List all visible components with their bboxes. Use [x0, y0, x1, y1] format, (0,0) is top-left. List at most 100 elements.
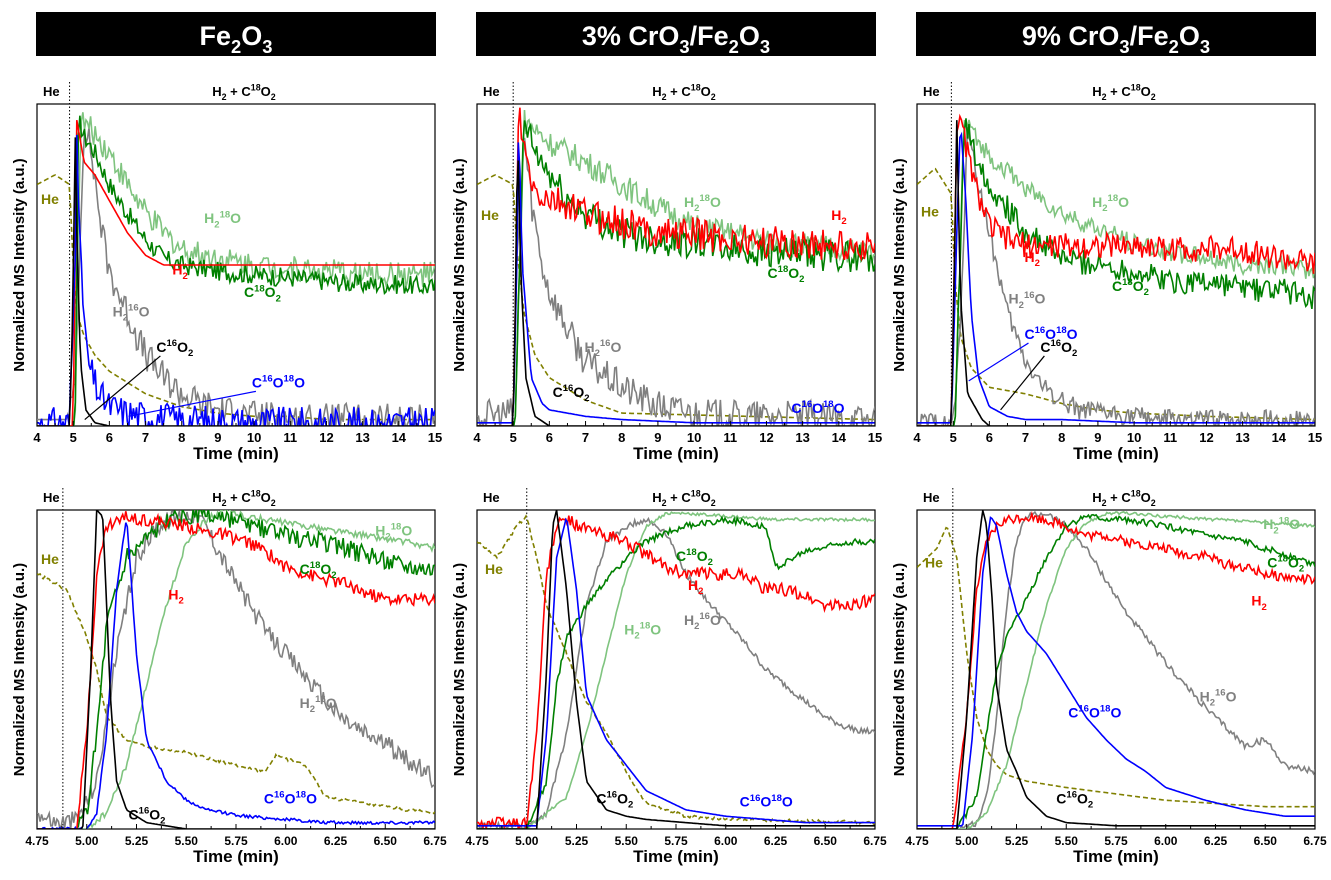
series-line-c18o2: [917, 118, 1315, 426]
title-banner: [36, 12, 436, 56]
x-tick-label: 6: [986, 430, 993, 445]
x-tick-label: 9: [654, 430, 661, 445]
region-label-feed: H2 + C18O2: [652, 83, 715, 102]
series-label-c16o18o: C16O18O: [1024, 325, 1077, 342]
region-label-he: He: [923, 84, 940, 99]
x-tick-label: 5: [70, 430, 77, 445]
series-line-h2-16o: [477, 137, 875, 426]
series-label-c16o18o: C16O18O: [740, 793, 793, 810]
series-label-c16o2: C16O2: [596, 790, 633, 811]
series-line-h2-16o: [37, 510, 435, 829]
series-line-he: [37, 572, 435, 815]
series-label-c16o18o: C16O18O: [1068, 703, 1121, 720]
x-tick-label: 15: [428, 430, 442, 445]
series-line-h2-18o: [37, 112, 435, 426]
series-label-c16o18o: C16O18O: [252, 373, 305, 390]
series-label-c16o18o: C16O18O: [264, 790, 317, 807]
column-title-3: 9% CrO3/Fe2O3: [916, 12, 1316, 57]
x-tick-label: 13: [355, 430, 369, 445]
series-label-c18o2: C18O2: [768, 264, 805, 285]
series-label-h2: H2: [168, 586, 183, 606]
series-label-h2-16o: H216O: [1200, 688, 1237, 709]
title-banner: [476, 12, 876, 56]
panel-bottom-right: He H2 + C18O2 4.75 5.00 5.25 5.50 5.75 6.00 6.25…: [891, 488, 1327, 866]
plot-area: [477, 510, 875, 829]
x-tick-label: 6.25: [764, 834, 788, 848]
x-tick-label: 13: [795, 430, 809, 445]
series-line-h2-18o: [917, 119, 1315, 426]
series-label-c16o18o: C16O18O: [791, 399, 844, 416]
series-line-he: [477, 174, 875, 421]
column-title-text: Fe2O3: [200, 21, 273, 57]
series-line-h2: [477, 515, 875, 829]
region-label-he: He: [43, 490, 60, 505]
x-tick-label: 7: [1022, 430, 1029, 445]
series-label-h2: H2: [172, 262, 187, 282]
region-label-he: He: [923, 490, 940, 505]
x-axis-label: Time (min): [633, 444, 719, 463]
x-tick-label: 6.50: [1254, 834, 1278, 848]
x-axis-label: Time (min): [193, 847, 279, 866]
series-label-c18o2: C18O2: [244, 283, 281, 304]
x-tick-label: 5.75: [224, 834, 248, 848]
x-tick-label: 9: [1094, 430, 1101, 445]
region-label-he: He: [483, 490, 500, 505]
series-line-c16o2: [37, 510, 435, 829]
series-label-c16o2: C16O2: [1040, 338, 1077, 359]
series-line-c16o2: [37, 137, 435, 426]
plot-area: [917, 113, 1315, 426]
series-line-c16o18o: [917, 516, 1315, 827]
series-label-he: He: [921, 204, 939, 220]
x-axis-label: Time (min): [633, 847, 719, 866]
series-line-h2-18o: [477, 511, 875, 829]
series-label-he: He: [41, 191, 59, 207]
panel-top-left: He H2 + C18O2 4 5 6 7 8 9 10 11 12 13 14 15 Time (min)…: [11, 82, 442, 463]
region-label-feed: H2 + C18O2: [212, 489, 275, 508]
x-tick-label: 6.50: [374, 834, 398, 848]
x-tick-label: 8: [618, 430, 625, 445]
column-title-1: Fe2O3: [36, 12, 436, 57]
series-label-h2: H2: [831, 207, 846, 227]
series-line-c16o18o: [477, 517, 875, 827]
series-line-c16o2: [477, 510, 875, 829]
column-title-2: 3% CrO3/Fe2O3: [476, 12, 876, 57]
x-tick-label: 4: [913, 430, 921, 445]
panel-bottom-middle: He H2 + C18O2 4.75 5.00 5.25 5.50 5.75 6.00 6.25…: [451, 488, 887, 866]
series-label-h2-18o: H218O: [1263, 515, 1300, 536]
plot-area: [917, 510, 1315, 829]
series-label-he: He: [41, 551, 59, 567]
series-label-c16o2: C16O2: [129, 806, 166, 827]
x-tick-label: 6.75: [863, 834, 887, 848]
x-axis-label: Time (min): [193, 444, 279, 463]
x-tick-label: 6: [546, 430, 553, 445]
x-tick-label: 11: [723, 430, 737, 445]
series-line-h2: [917, 510, 1315, 829]
series-line-c16o2: [917, 120, 1315, 426]
series-label-c18o2: C18O2: [1267, 554, 1304, 575]
x-tick-label: 4: [33, 430, 41, 445]
series-label-h2: H2: [1024, 249, 1039, 269]
series-line-h2-18o: [37, 510, 435, 829]
x-tick-label: 15: [868, 430, 882, 445]
label-leader-line: [128, 390, 257, 417]
region-label-feed: H2 + C18O2: [1092, 83, 1155, 102]
region-label-feed: H2 + C18O2: [212, 83, 275, 102]
plot-area: [477, 107, 875, 426]
x-tick-label: 6.75: [1303, 834, 1327, 848]
y-axis-label: Normalized MS Intensity (a.u.): [891, 158, 908, 371]
series-label-c16o2: C16O2: [1056, 790, 1093, 811]
panel-bottom-left: He H2 + C18O2 4.75 5.00 5.25 5.50 5.75 6.00 6.25…: [11, 488, 447, 866]
x-tick-label: 6.25: [324, 834, 348, 848]
label-leader-line: [968, 342, 1029, 382]
series-line-c18o2: [37, 510, 435, 829]
x-tick-label: 13: [1235, 430, 1249, 445]
column-title-text: 3% CrO3/Fe2O3: [582, 21, 770, 57]
x-tick-label: 5.50: [175, 834, 199, 848]
series-line-c16o18o: [477, 142, 875, 424]
x-tick-label: 6.00: [714, 834, 738, 848]
panel-top-right: He H2 + C18O2 4 5 6 7 8 9 10 11 12 13 14 15 Time (min)…: [891, 82, 1322, 463]
x-tick-label: 7: [142, 430, 149, 445]
x-tick-label: 12: [1199, 430, 1213, 445]
label-leader-line: [1000, 355, 1045, 411]
x-tick-label: 6.00: [274, 834, 298, 848]
